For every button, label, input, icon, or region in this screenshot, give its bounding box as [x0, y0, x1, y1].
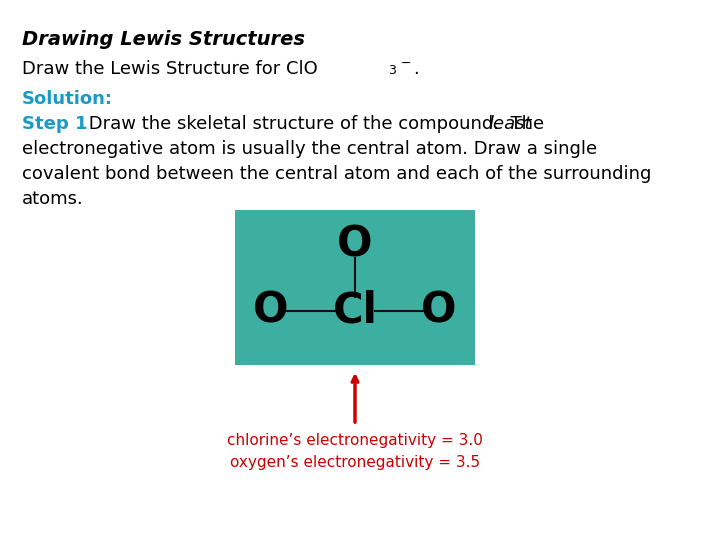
Text: 3: 3 [388, 64, 396, 77]
Text: electronegative atom is usually the central atom. Draw a single: electronegative atom is usually the cent… [22, 140, 597, 158]
Text: Solution:: Solution: [22, 90, 113, 108]
Text: covalent bond between the central atom and each of the surrounding: covalent bond between the central atom a… [22, 165, 652, 183]
Text: least: least [488, 115, 531, 133]
Text: O: O [421, 290, 456, 332]
Text: −: − [401, 57, 412, 70]
Text: Draw the Lewis Structure for ClO: Draw the Lewis Structure for ClO [22, 60, 318, 78]
Text: Cl: Cl [333, 290, 377, 332]
Text: Step 1: Step 1 [22, 115, 88, 133]
Text: atoms.: atoms. [22, 190, 84, 208]
Text: Draw the skeletal structure of the compound.  The: Draw the skeletal structure of the compo… [83, 115, 550, 133]
Bar [235, 210, 475, 365]
Text: oxygen’s electronegativity = 3.5: oxygen’s electronegativity = 3.5 [230, 455, 480, 470]
Text: O: O [337, 223, 373, 265]
Text: chlorine’s electronegativity = 3.0: chlorine’s electronegativity = 3.0 [227, 433, 483, 448]
Text: .: . [413, 60, 419, 78]
Text: Drawing Lewis Structures: Drawing Lewis Structures [22, 30, 305, 49]
Text: O: O [253, 290, 289, 332]
